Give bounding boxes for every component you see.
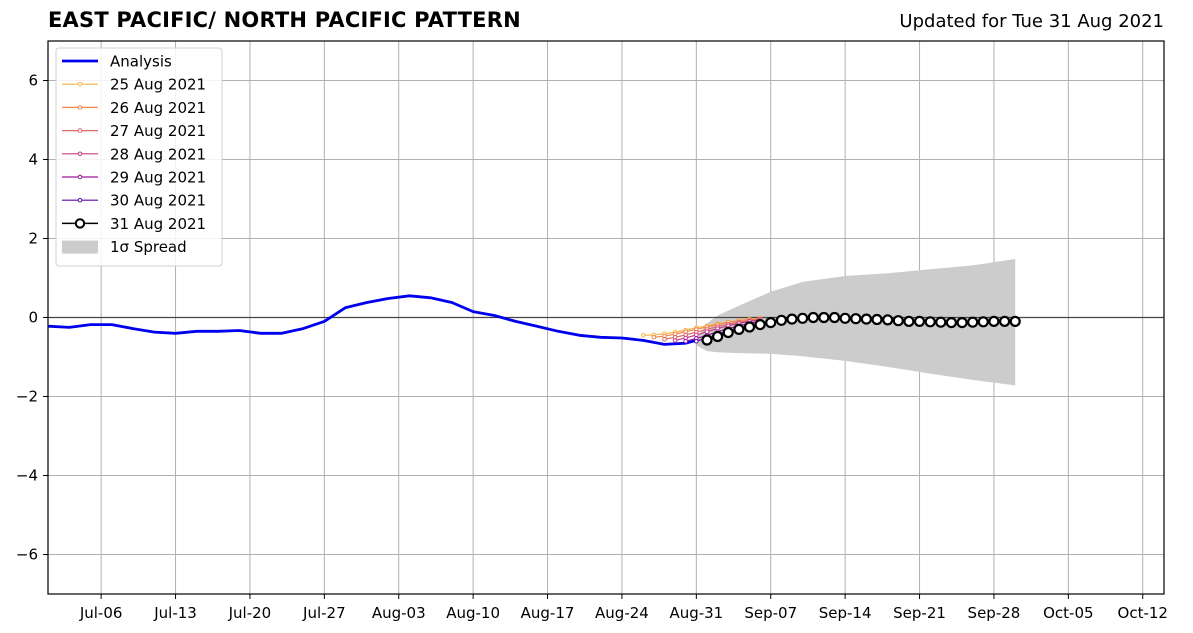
forecast-point <box>924 316 936 328</box>
forecast-point <box>818 311 830 324</box>
forecast-point <box>850 313 862 325</box>
legend-marker <box>77 128 83 133</box>
legend-label: 28 Aug 2021 <box>110 145 206 163</box>
legend-label: 1σ Spread <box>110 238 187 256</box>
forecast-point <box>882 314 894 326</box>
forecast-point <box>903 315 915 327</box>
forecast-point <box>988 315 1000 327</box>
forecast-point <box>711 330 724 343</box>
legend-item: 30 Aug 2021 <box>62 192 206 210</box>
forecast-point <box>956 317 968 329</box>
legend-label: 30 Aug 2021 <box>110 192 206 210</box>
legend-label: 26 Aug 2021 <box>110 99 206 117</box>
legend-box <box>55 47 223 267</box>
forecast-point <box>977 316 989 328</box>
chart-title: EAST PACIFIC/ NORTH PACIFIC PATTERN <box>48 8 521 32</box>
forecast-point <box>839 312 851 324</box>
analysis-line <box>48 294 697 346</box>
legend-marker <box>77 105 83 110</box>
legend-marker <box>77 174 83 180</box>
forecast-point <box>743 321 756 333</box>
legend-item: 1σ Spread <box>62 238 187 256</box>
forecast-point <box>640 333 646 338</box>
y-tick-label: −4 <box>16 467 38 485</box>
x-tick-label: Sep-28 <box>968 604 1021 622</box>
chart-subtitle: Updated for Tue 31 Aug 2021 <box>899 11 1164 32</box>
forecast-point <box>694 338 699 344</box>
forecast-point <box>672 338 678 343</box>
y-tick-label: −2 <box>16 388 38 406</box>
x-tick-label: Aug-31 <box>669 604 723 622</box>
forecast-point <box>1009 315 1021 327</box>
x-tick-label: Jul-06 <box>79 604 123 622</box>
forecast-point <box>651 335 657 340</box>
forecast-point <box>828 311 841 324</box>
legend-item: 28 Aug 2021 <box>62 145 206 163</box>
y-tick-label: 4 <box>28 151 38 169</box>
forecast-point <box>998 315 1011 327</box>
legend-marker <box>74 218 86 229</box>
x-tick-label: Jul-27 <box>302 604 346 622</box>
forecast-point <box>786 313 798 325</box>
legend-item: Analysis <box>62 53 172 71</box>
legend-item: 25 Aug 2021 <box>62 76 206 94</box>
forecast-point <box>701 334 713 346</box>
forecast-point <box>945 317 958 329</box>
forecast-point <box>775 314 788 326</box>
y-tick-label: 6 <box>28 72 38 90</box>
series-layer <box>48 294 1021 346</box>
forecast-point <box>683 338 689 344</box>
forecast-point <box>662 336 667 342</box>
forecast-point <box>765 317 777 329</box>
forecast-point <box>967 316 979 328</box>
legend-swatch <box>62 240 98 254</box>
legend: Analysis 25 Aug 2021 26 Aug 2021 27 Aug 202… <box>55 47 223 267</box>
forecast-line <box>664 318 761 340</box>
x-tick-label: Oct-12 <box>1118 604 1168 622</box>
x-tick-label: Sep-07 <box>744 604 797 622</box>
forecast-point <box>704 329 710 335</box>
legend-marker <box>77 197 83 203</box>
legend-marker <box>77 81 83 87</box>
x-tick-label: Sep-21 <box>893 604 946 622</box>
x-tick-label: Aug-10 <box>446 604 500 622</box>
forecast-point <box>807 311 819 324</box>
forecast-point <box>722 326 734 339</box>
legend-label: 31 Aug 2021 <box>110 215 206 233</box>
forecast-point <box>754 319 766 331</box>
legend-marker <box>77 151 83 157</box>
legend-item: 27 Aug 2021 <box>62 122 206 140</box>
x-tick-label: Oct-05 <box>1043 604 1093 622</box>
legend-item: 26 Aug 2021 <box>62 99 206 117</box>
x-tick-label: Jul-20 <box>228 604 272 622</box>
legend-item: 29 Aug 2021 <box>62 169 206 187</box>
forecast-point <box>892 315 904 327</box>
forecast-point <box>860 313 873 325</box>
legend-label: 27 Aug 2021 <box>110 122 206 140</box>
y-tick-label: 0 <box>28 309 38 327</box>
x-tick-label: Aug-24 <box>595 604 649 622</box>
legend-label: 25 Aug 2021 <box>110 76 206 94</box>
forecast-point <box>913 315 926 327</box>
legend-label: 29 Aug 2021 <box>110 169 206 187</box>
x-tick-label: Jul-13 <box>153 604 197 622</box>
x-tick-label: Sep-14 <box>819 604 872 622</box>
axis-layer: Jul-06 Jul-13 Jul-20 Jul-27 Aug-03 Aug-10 Aug-… <box>16 72 1168 623</box>
forecast-point <box>796 312 809 324</box>
forecast-point <box>871 313 883 326</box>
y-tick-label: −6 <box>16 546 38 564</box>
legend-item: 31 Aug 2021 <box>62 215 206 233</box>
x-tick-label: Aug-03 <box>372 604 426 622</box>
y-tick-label: 2 <box>28 230 38 248</box>
legend-label: Analysis <box>110 53 172 71</box>
forecast-point <box>935 316 947 328</box>
x-tick-label: Aug-17 <box>521 604 575 622</box>
forecast-point <box>733 323 745 335</box>
